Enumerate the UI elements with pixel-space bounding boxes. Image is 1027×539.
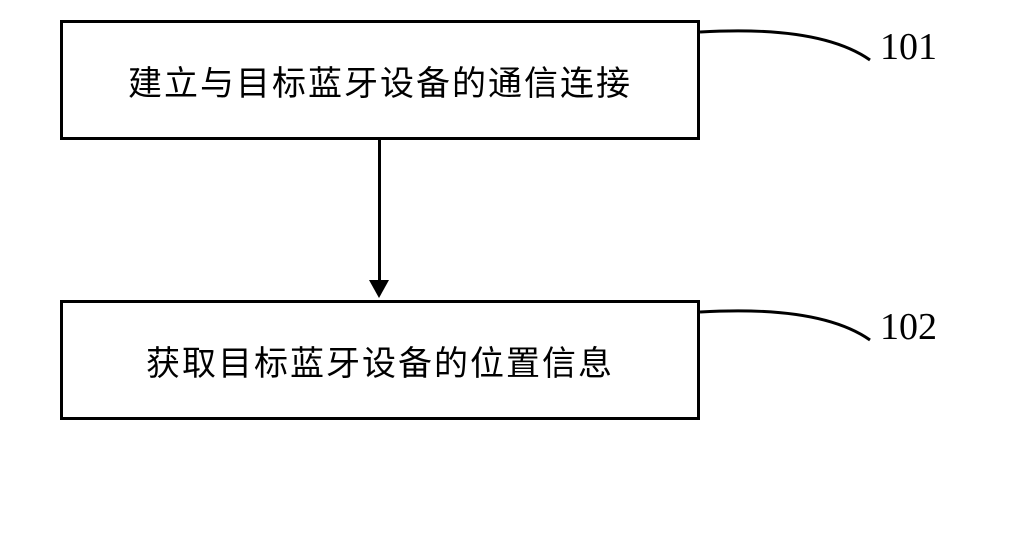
flow-node-101-text: 建立与目标蓝牙设备的通信连接 (128, 56, 632, 105)
edge-101-102 (378, 140, 381, 282)
leader-line-102 (700, 300, 880, 360)
flow-label-102: 102 (880, 305, 937, 349)
flow-node-102: 获取目标蓝牙设备的位置信息 (60, 300, 700, 420)
leader-line-101 (700, 20, 880, 80)
flow-node-102-text: 获取目标蓝牙设备的位置信息 (146, 336, 614, 385)
flow-node-101: 建立与目标蓝牙设备的通信连接 (60, 20, 700, 140)
edge-101-102-arrow (369, 280, 389, 298)
flow-label-101: 101 (880, 25, 937, 69)
